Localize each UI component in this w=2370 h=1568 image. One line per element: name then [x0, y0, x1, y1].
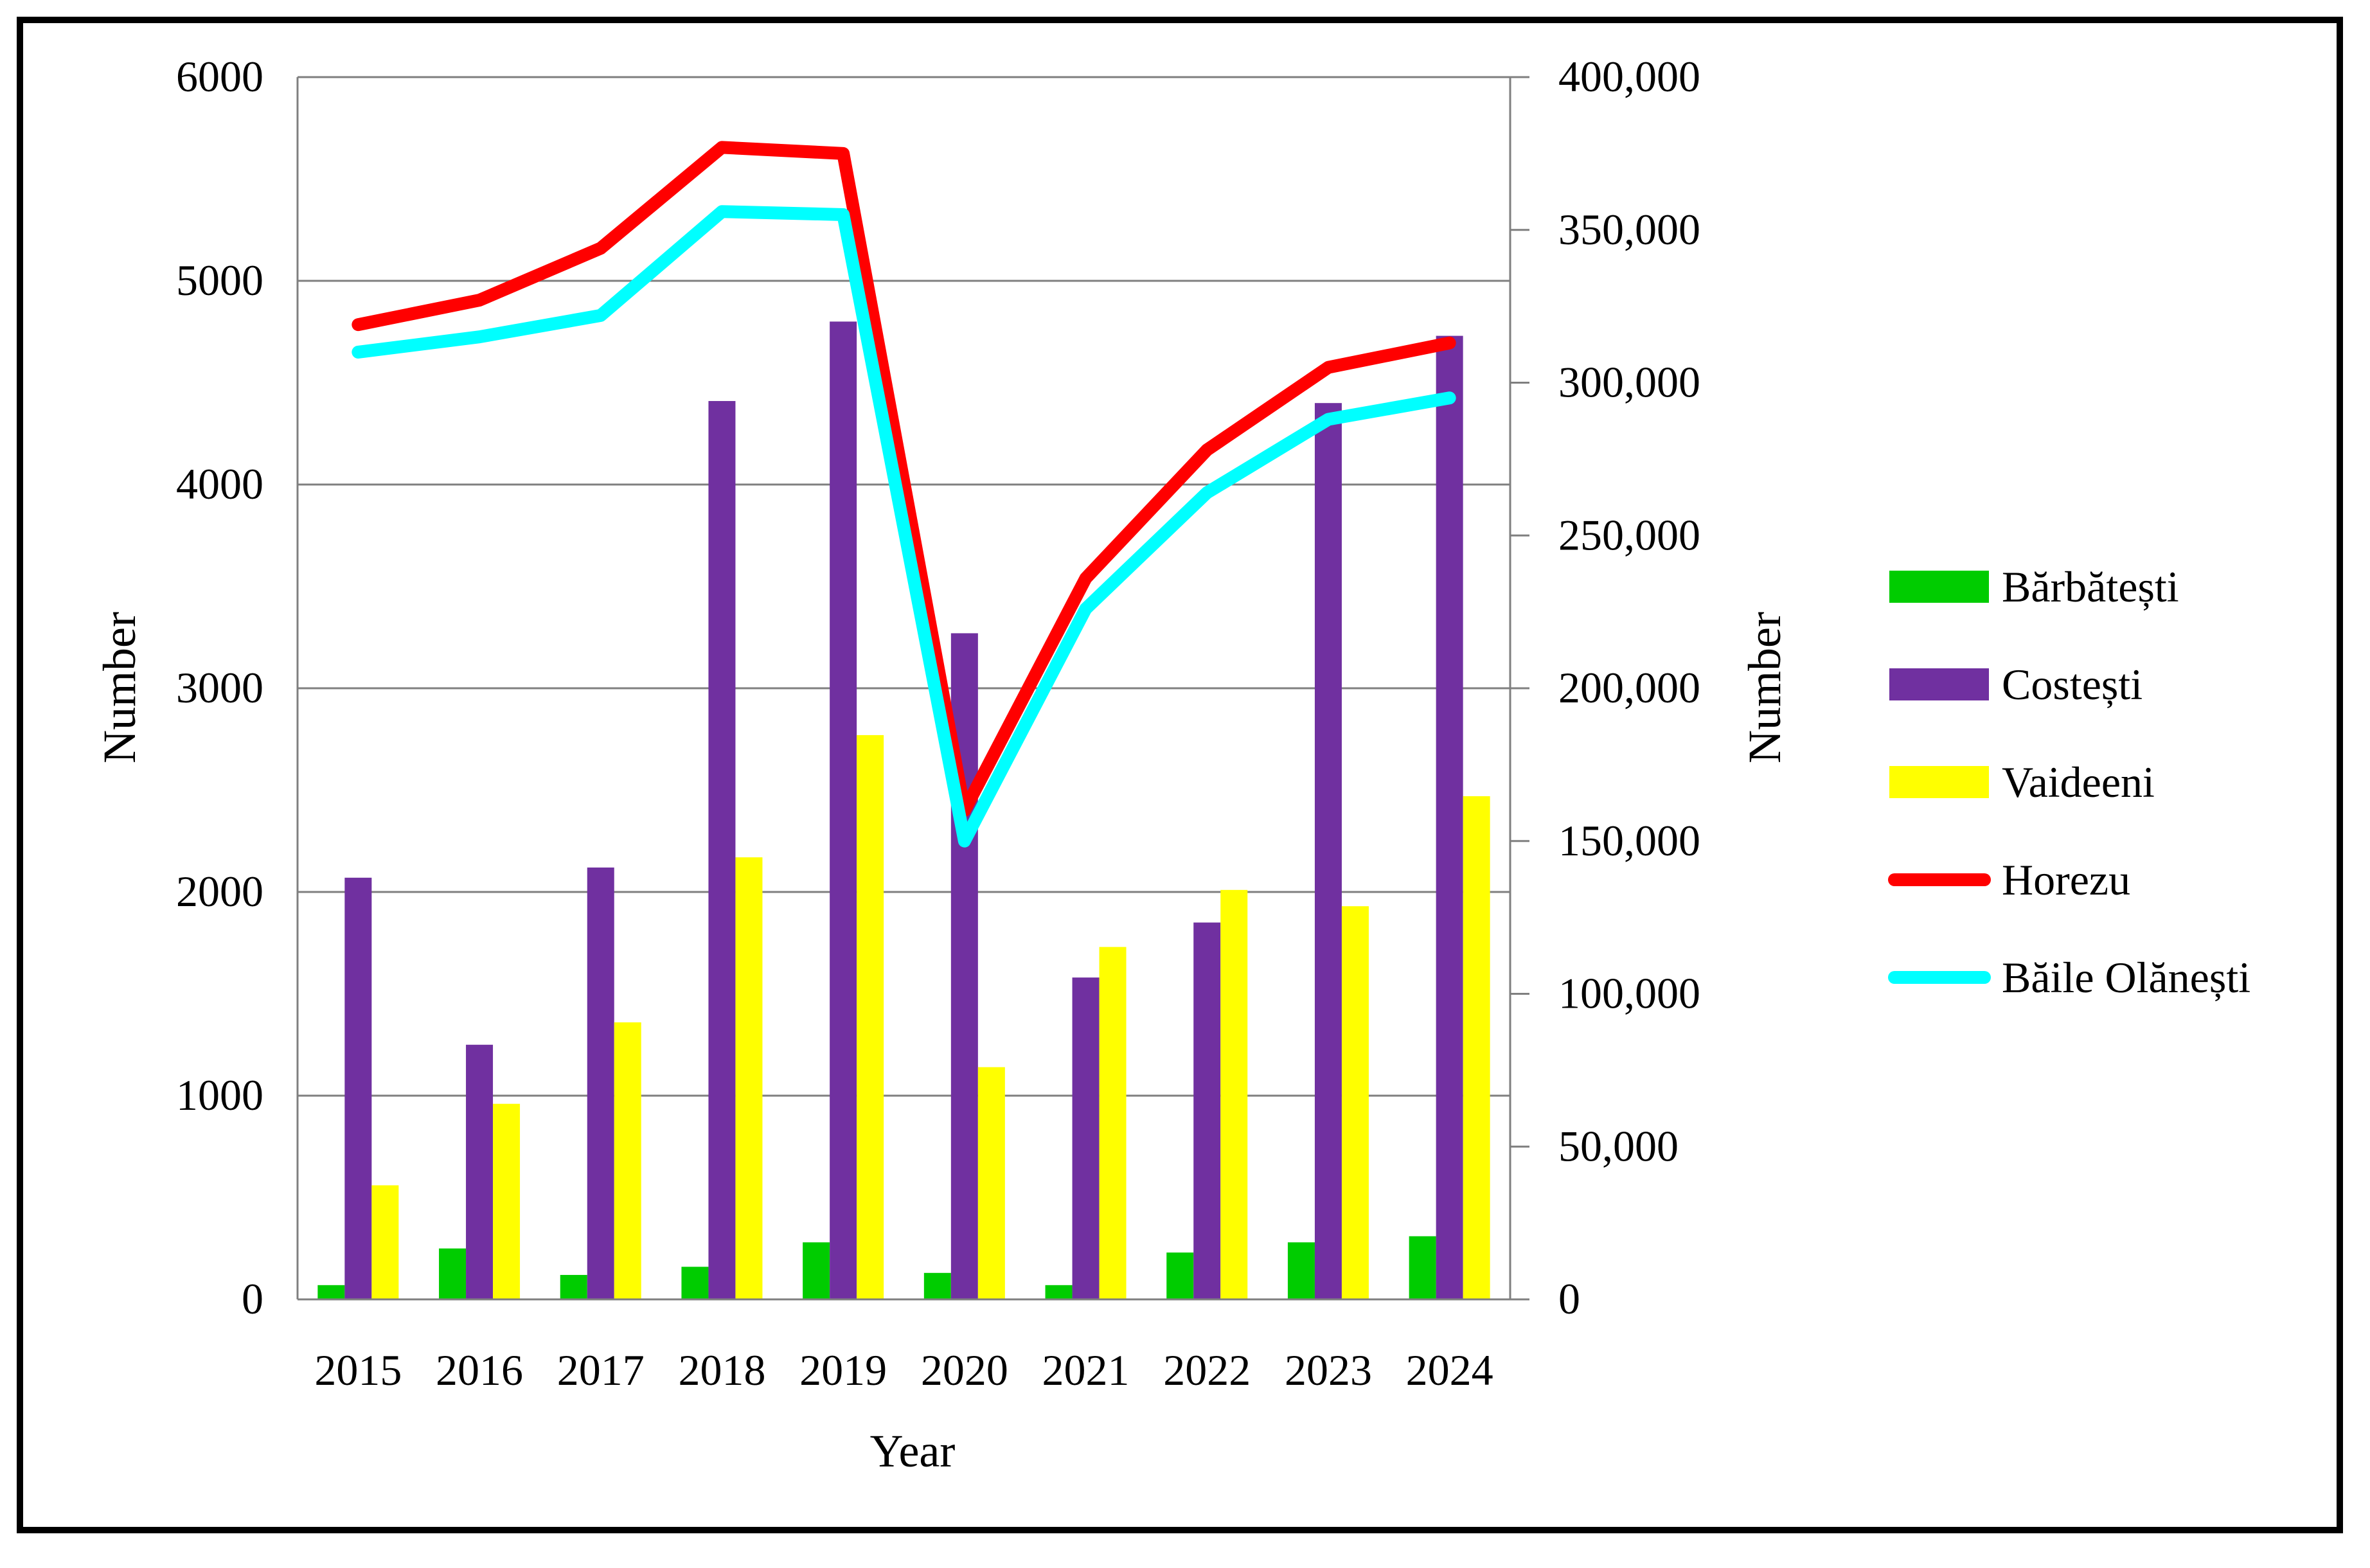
- right-y-tick-label: 400,000: [1558, 52, 1700, 101]
- bar: [1436, 335, 1463, 1299]
- left-y-tick-label: 6000: [176, 52, 263, 101]
- legend-label: Horezu: [2002, 855, 2130, 904]
- left-y-tick-label: 4000: [176, 459, 263, 508]
- y-axis-title-right: Number: [1739, 612, 1790, 763]
- bar: [493, 1103, 521, 1299]
- bar: [439, 1248, 467, 1299]
- bar: [317, 1285, 345, 1299]
- legend-swatch: [1889, 571, 1989, 603]
- bar: [977, 1067, 1005, 1299]
- left-y-tick-label: 1000: [176, 1071, 263, 1119]
- x-tick-label: 2016: [436, 1346, 523, 1394]
- bar: [1099, 947, 1127, 1299]
- bar: [708, 401, 736, 1299]
- left-y-tick-label: 3000: [176, 663, 263, 712]
- left-y-tick-label: 0: [242, 1274, 263, 1323]
- x-tick-label: 2019: [799, 1346, 887, 1394]
- left-y-tick-label: 5000: [176, 256, 263, 305]
- legend-label: Băile Olănești: [2002, 953, 2250, 1002]
- x-axis-title: Year: [870, 1425, 956, 1477]
- right-y-tick-label: 100,000: [1558, 969, 1700, 1018]
- bar: [371, 1185, 399, 1299]
- bar: [1045, 1285, 1073, 1299]
- bar: [1072, 977, 1100, 1299]
- line-series: [352, 205, 1456, 848]
- line-series: [352, 141, 1456, 817]
- bar: [466, 1044, 494, 1299]
- x-tick-label: 2015: [314, 1346, 402, 1394]
- right-y-tick-label: 250,000: [1558, 510, 1700, 559]
- legend-label: Costești: [2002, 660, 2143, 709]
- bar: [923, 1272, 951, 1299]
- legend-label: Vaideeni: [2002, 758, 2155, 806]
- x-tick-label: 2018: [678, 1346, 765, 1394]
- left-y-tick-label: 2000: [176, 867, 263, 916]
- bar: [1287, 1242, 1315, 1299]
- right-y-tick-label: 0: [1558, 1274, 1580, 1323]
- right-y-tick-label: 350,000: [1558, 205, 1700, 254]
- x-tick-label: 2021: [1042, 1346, 1130, 1394]
- lines: [352, 141, 1456, 848]
- legend-swatch: [1889, 766, 1989, 798]
- bar: [1193, 922, 1221, 1299]
- right-y-tick-label: 200,000: [1558, 663, 1700, 712]
- bar: [803, 1242, 830, 1299]
- axes: [296, 76, 1529, 1301]
- legend-swatch: [1889, 668, 1989, 700]
- bar: [681, 1267, 709, 1299]
- x-tick-labels: 2015 2016 2017 2018 2019 2020 2021 2022 2023 2024: [314, 1346, 1493, 1394]
- x-tick-label: 2023: [1285, 1346, 1372, 1394]
- bar: [1314, 403, 1342, 1300]
- bar: [587, 867, 614, 1299]
- bar: [614, 1022, 641, 1299]
- x-tick-label: 2017: [557, 1346, 645, 1394]
- right-y-tick-label: 300,000: [1558, 358, 1700, 407]
- bar: [344, 877, 372, 1299]
- legend: Bărbătești Costești Vaideeni Horezu Băile Ol…: [1888, 562, 2250, 1002]
- right-y-tick-labels: 0 50,000 100,000 150,000 200,000 250,000 300,0…: [1558, 52, 1700, 1323]
- bar: [1409, 1236, 1436, 1299]
- y-axis-title-left: Number: [94, 612, 145, 763]
- bar: [830, 321, 857, 1299]
- bars: [317, 321, 1490, 1300]
- bar: [857, 735, 884, 1299]
- x-tick-label: 2022: [1163, 1346, 1251, 1394]
- bar: [1463, 796, 1490, 1299]
- right-y-tick-label: 50,000: [1558, 1121, 1679, 1170]
- bar: [560, 1274, 587, 1299]
- legend-label: Bărbătești: [2002, 562, 2179, 611]
- right-y-tick-label: 150,000: [1558, 816, 1700, 865]
- bar: [1166, 1252, 1194, 1299]
- bar: [1220, 889, 1248, 1299]
- x-tick-label: 2020: [921, 1346, 1008, 1394]
- bar: [735, 857, 763, 1299]
- left-y-tick-labels: 0 1000 2000 3000 4000 5000 6000: [176, 52, 263, 1323]
- x-tick-label: 2024: [1406, 1346, 1493, 1394]
- bar: [1341, 906, 1369, 1299]
